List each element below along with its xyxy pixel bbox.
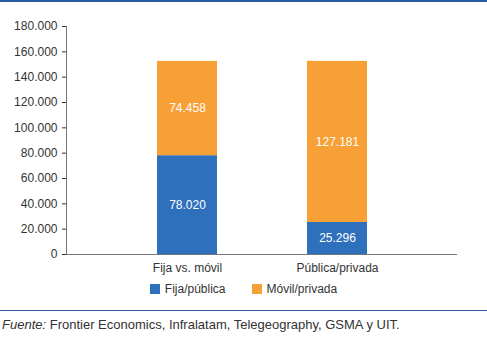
svg-text:40.000: 40.000 <box>21 197 58 211</box>
svg-text:60.000: 60.000 <box>21 171 58 185</box>
svg-text:Pública/privada: Pública/privada <box>296 261 378 275</box>
svg-text:100.000: 100.000 <box>14 121 58 135</box>
svg-text:180.000: 180.000 <box>14 19 58 33</box>
svg-text:127.181: 127.181 <box>316 135 360 149</box>
svg-text:160.000: 160.000 <box>14 45 58 59</box>
svg-text:140.000: 140.000 <box>14 70 58 84</box>
svg-text:20.000: 20.000 <box>21 222 58 236</box>
html-text:Fuente: Frontier Economics, In: Fuente: Frontier Economics, Infralatam, … <box>2 317 400 332</box>
html-text:Fija/pública: Fija/pública <box>164 282 226 296</box>
svg-text:Fija vs. móvil: Fija vs. móvil <box>153 261 222 275</box>
svg-text:0: 0 <box>51 247 58 261</box>
svg-text:25.296: 25.296 <box>319 231 356 245</box>
html-text:Móvil/privada: Móvil/privada <box>266 282 338 296</box>
svg-text:80.000: 80.000 <box>21 146 58 160</box>
svg-text:120.000: 120.000 <box>14 95 58 109</box>
svg-text:78.020: 78.020 <box>169 198 206 212</box>
svg-text:74.458: 74.458 <box>169 101 206 115</box>
